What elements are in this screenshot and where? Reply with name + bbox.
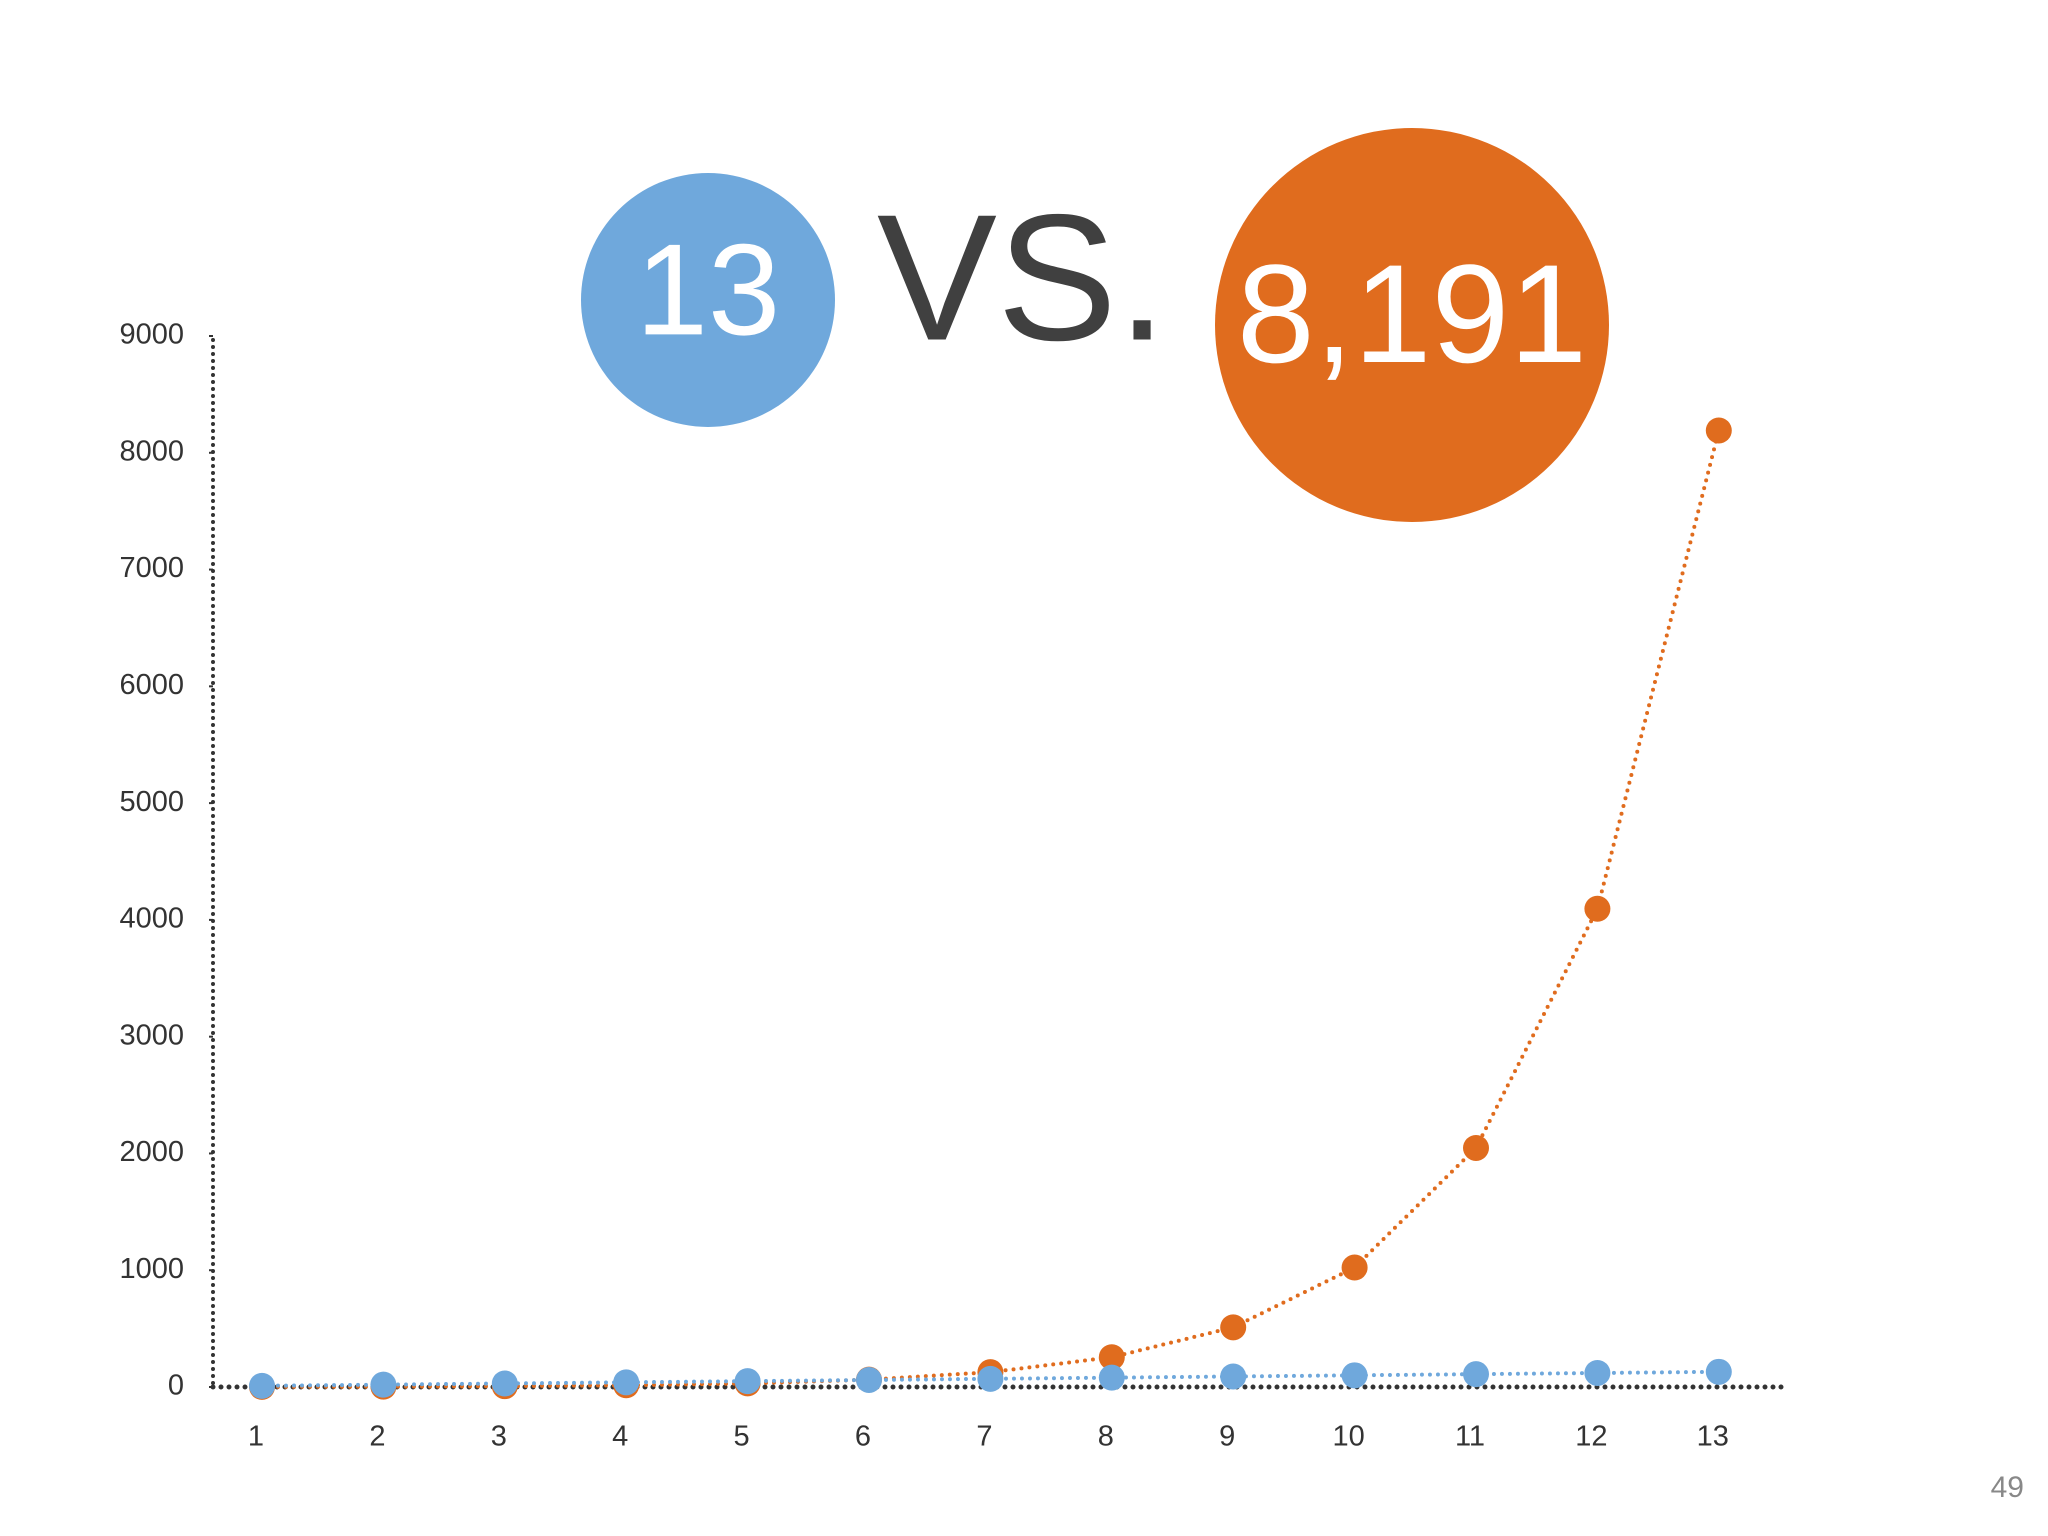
x-tick-label: 1 (248, 1421, 264, 1453)
badge-left (581, 173, 835, 427)
x-tick-label: 8 (1098, 1421, 1114, 1453)
y-tick-label: 5000 (119, 786, 184, 818)
y-tick-label: 7000 (119, 552, 184, 584)
data-point (1220, 1363, 1247, 1390)
x-tick-label: 7 (976, 1421, 992, 1453)
data-point (1463, 1134, 1489, 1161)
y-tick-label: 3000 (119, 1019, 184, 1051)
data-point (491, 1370, 518, 1397)
data-point (1341, 1362, 1368, 1389)
data-point (1705, 417, 1732, 444)
page-number: 49 (1991, 1471, 2024, 1504)
x-tick-label: 9 (1219, 1421, 1235, 1453)
x-tick-label: 12 (1575, 1421, 1607, 1453)
data-point (1220, 1314, 1247, 1341)
data-point (370, 1371, 397, 1398)
data-point (613, 1369, 640, 1396)
data-point (1098, 1364, 1125, 1391)
data-point (734, 1368, 761, 1395)
data-point (1584, 1359, 1611, 1386)
x-tick-label: 11 (1455, 1421, 1485, 1453)
data-point (1463, 1361, 1489, 1388)
y-tick-label: 0 (168, 1370, 184, 1402)
y-tick-label: 8000 (119, 435, 184, 467)
annotation-right: 8,191 (1237, 235, 1587, 392)
y-tick-label: 1000 (119, 1253, 184, 1285)
x-tick-label: 10 (1332, 1421, 1364, 1453)
y-tick-label: 2000 (119, 1136, 184, 1168)
annotation-left: 13 (636, 216, 781, 362)
data-point (1584, 895, 1611, 922)
x-tick-label: 4 (612, 1421, 628, 1453)
data-point (1341, 1254, 1368, 1281)
data-point (249, 1372, 275, 1399)
y-tick-label: 4000 (119, 903, 184, 935)
x-tick-label: 6 (855, 1421, 871, 1453)
badge-right (1215, 128, 1609, 522)
data-point (1705, 1358, 1732, 1385)
data-point (856, 1366, 882, 1393)
y-tick-label: 6000 (119, 669, 184, 701)
x-tick-label: 3 (491, 1421, 507, 1453)
x-tick-label: 5 (734, 1421, 750, 1453)
x-tick-label: 2 (369, 1421, 385, 1453)
y-tick-label: 9000 (119, 319, 184, 351)
annotation-vs: VS. (877, 178, 1167, 379)
data-point (977, 1365, 1004, 1392)
data-point (1098, 1344, 1125, 1371)
x-tick-label: 13 (1697, 1421, 1729, 1453)
